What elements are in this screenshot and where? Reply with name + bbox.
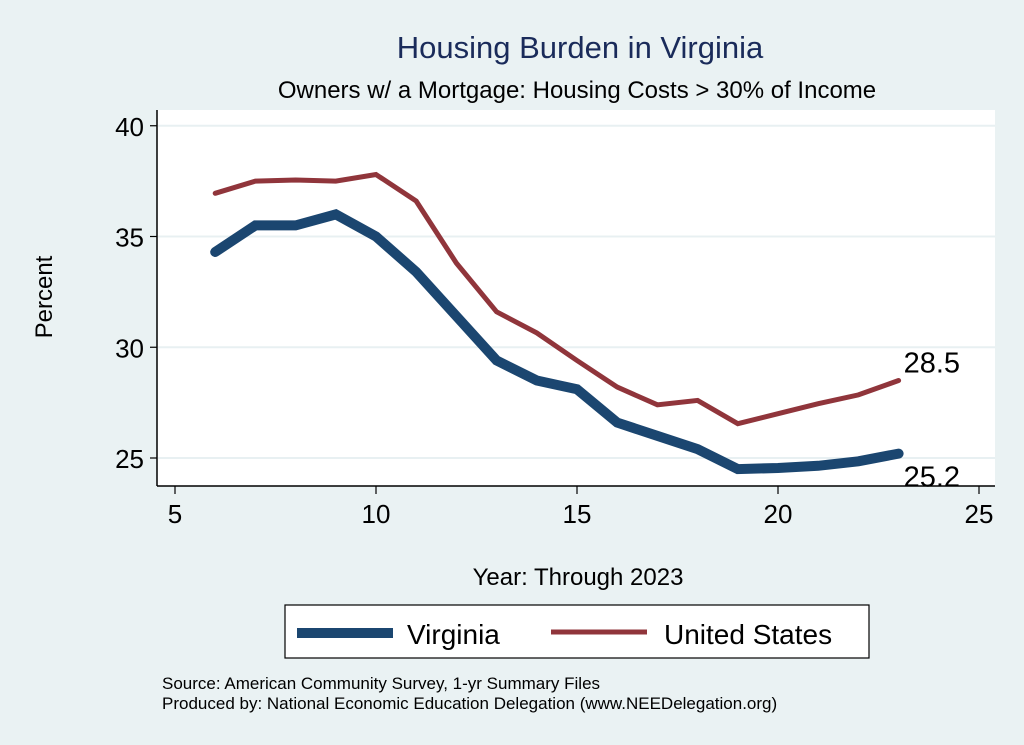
source-note: Source: American Community Survey, 1-yr …	[162, 674, 600, 693]
series-line-virginia	[210, 209, 904, 475]
legend-label-virginia: Virginia	[407, 619, 500, 650]
x-tick-label-25: 25	[965, 499, 994, 529]
x-tick-label-20: 20	[764, 499, 793, 529]
series-line-united-states	[212, 171, 902, 427]
end-label-virginia: 25.2	[904, 462, 960, 494]
y-axis-ticks: 25 30 35 40	[115, 112, 157, 474]
series-lines	[210, 171, 904, 475]
producer-note: Produced by: National Economic Education…	[162, 694, 777, 713]
y-tick-label-30: 30	[115, 333, 144, 363]
end-label-united-states: 28.5	[904, 347, 960, 379]
legend: Virginia United States	[284, 604, 870, 659]
y-tick-label-35: 35	[115, 223, 144, 253]
plot-area	[157, 110, 995, 486]
y-tick-label-25: 25	[115, 444, 144, 474]
y-tick-label-40: 40	[115, 112, 144, 142]
x-tick-label-15: 15	[563, 499, 592, 529]
end-labels: 28.5 25.2	[904, 347, 960, 493]
chart-subtitle: Owners w/ a Mortgage: Housing Costs > 30…	[278, 77, 876, 104]
x-tick-label-5: 5	[168, 499, 182, 529]
legend-label-united-states: United States	[664, 619, 832, 650]
x-axis-title: Year: Through 2023	[473, 564, 684, 591]
x-tick-label-10: 10	[362, 499, 391, 529]
y-axis-title: Percent	[31, 255, 58, 338]
chart-title: Housing Burden in Virginia	[397, 30, 764, 65]
x-axis-ticks: 5 10 15 20 25	[168, 486, 994, 529]
